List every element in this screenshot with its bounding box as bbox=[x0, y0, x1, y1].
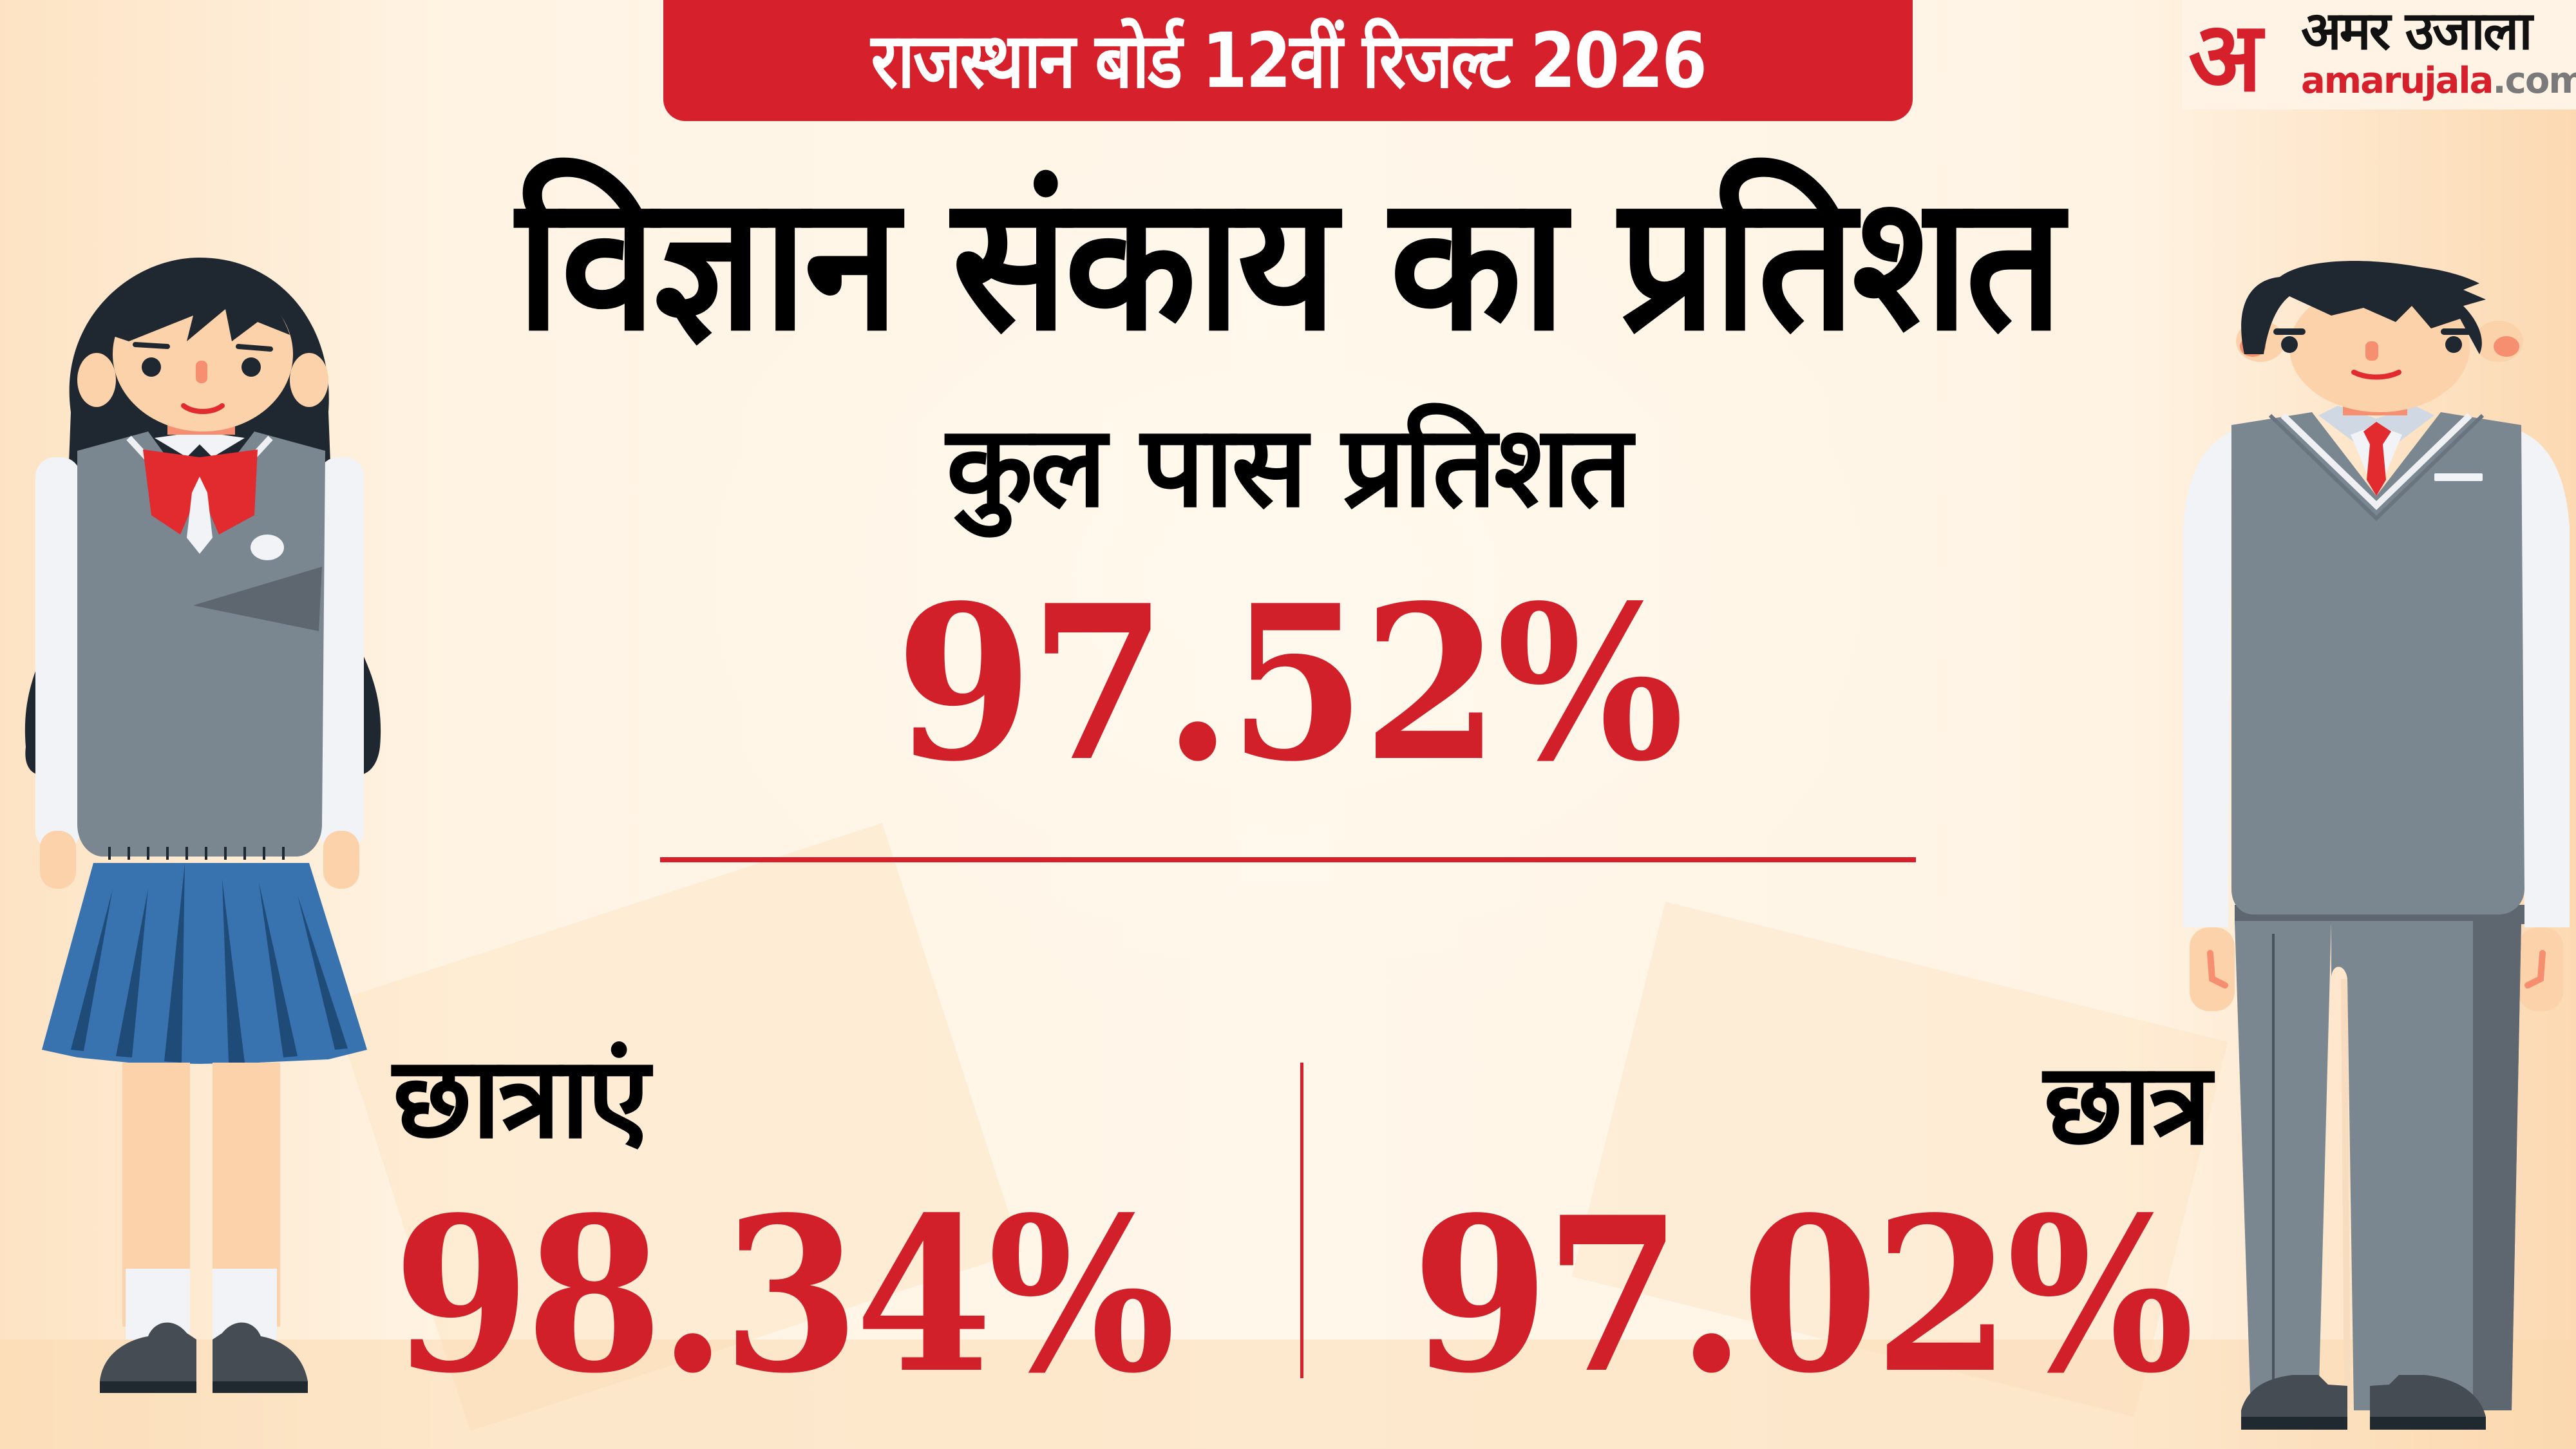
logo-url: amarujala.com bbox=[2301, 63, 2576, 99]
boys-percent: 97.02% bbox=[1412, 1170, 2194, 1420]
background-shard bbox=[0, 1340, 2576, 1449]
total-pass-percent: 97.52% bbox=[895, 558, 1684, 808]
header-badge-text: राजस्थान बोर्ड 12वीं रिजल्ट 2026 bbox=[871, 16, 1707, 105]
horizontal-divider bbox=[660, 857, 1916, 862]
logo-url-brand: amarujala bbox=[2301, 60, 2494, 102]
page-title: विज्ञान संकाय का प्रतिशत bbox=[516, 155, 2063, 372]
logo-mark: अ bbox=[2188, 1, 2262, 113]
logo-name-hindi: अमर उजाला bbox=[2301, 1, 2533, 62]
girls-label: छात्राएं bbox=[393, 1033, 650, 1164]
boy-student-icon bbox=[2177, 258, 2576, 1430]
girls-percent: 98.34% bbox=[393, 1170, 1175, 1420]
amarujala-logo: अ अमर उजाला amarujala.com bbox=[2182, 0, 2576, 109]
header-badge: राजस्थान बोर्ड 12वीं रिजल्ट 2026 bbox=[663, 0, 1913, 121]
boys-label: छात्र bbox=[2043, 1039, 2211, 1170]
logo-url-tld: .com bbox=[2492, 60, 2576, 102]
total-pass-label: कुल पास प्रतिशत bbox=[946, 402, 1632, 533]
vertical-divider bbox=[1300, 1063, 1303, 1378]
girl-student-icon bbox=[0, 245, 399, 1430]
